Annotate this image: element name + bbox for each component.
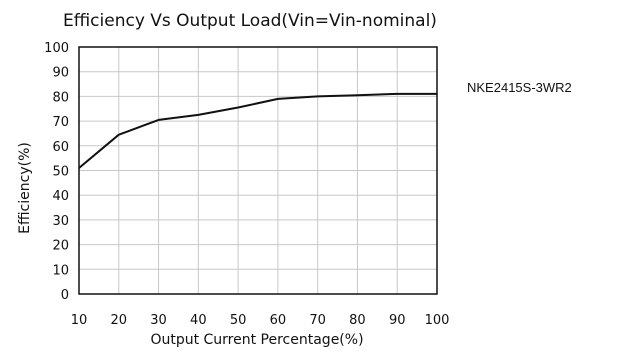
- legend-series-name: NKE2415S-3WR2: [467, 80, 572, 95]
- y-tick-label: 60: [52, 140, 69, 155]
- x-tick-label: 10: [71, 313, 88, 328]
- x-tick-label: 20: [111, 313, 128, 328]
- y-tick-label: 70: [52, 115, 69, 130]
- x-tick-label: 100: [425, 313, 450, 328]
- y-tick-label: 20: [52, 239, 69, 254]
- x-tick-label: 40: [190, 313, 207, 328]
- series: [78, 92, 437, 169]
- y-tick-label: 90: [52, 66, 69, 81]
- y-tick-label: 40: [52, 189, 69, 204]
- grid: [79, 47, 437, 294]
- x-axis-ticks: 10 20 30 40 50 60 70 80 90 100: [71, 313, 450, 328]
- x-tick-label: 90: [389, 313, 406, 328]
- y-axis-ticks: 0 10 20 30 40 50 60 70 80 90 100: [44, 41, 69, 303]
- x-tick-label: 60: [270, 313, 287, 328]
- y-tick-label: 50: [52, 165, 69, 180]
- plot-area-border: [78, 46, 438, 295]
- y-tick-label: 10: [52, 263, 69, 278]
- series-line: [78, 92, 437, 169]
- y-axis-label: Efficiency(%): [17, 142, 33, 234]
- x-tick-label: 50: [230, 313, 247, 328]
- x-axis-label: Output Current Percentage(%): [150, 332, 363, 348]
- x-tick-label: 30: [150, 313, 167, 328]
- y-tick-label: 0: [61, 288, 69, 303]
- x-tick-label: 80: [349, 313, 366, 328]
- y-tick-label: 80: [52, 90, 69, 105]
- chart-title: Efficiency Vs Output Load(Vin=Vin-nomina…: [63, 11, 437, 31]
- x-tick-label: 70: [309, 313, 326, 328]
- y-tick-label: 30: [52, 214, 69, 229]
- y-tick-label: 100: [44, 41, 69, 56]
